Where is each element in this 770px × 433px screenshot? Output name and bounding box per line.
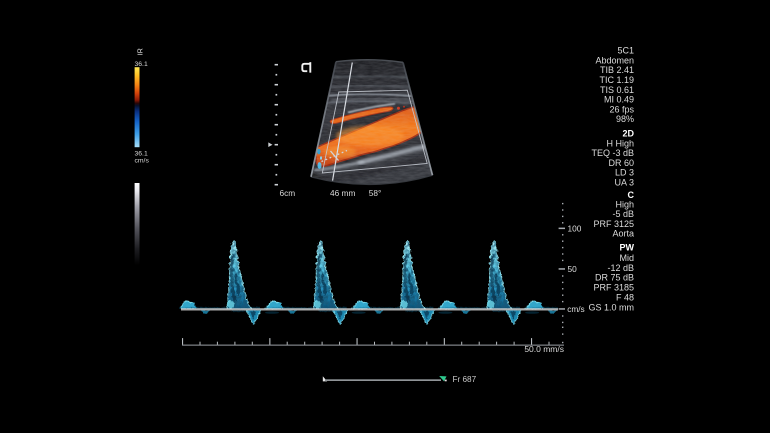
svg-text:50: 50 [568, 264, 578, 274]
svg-text:TEQ -3 dB: TEQ -3 dB [591, 148, 634, 158]
svg-text:26 fps: 26 fps [609, 104, 634, 114]
svg-text:36.1: 36.1 [135, 151, 148, 158]
svg-text:F 48: F 48 [616, 293, 634, 303]
svg-text:36.1: 36.1 [135, 61, 148, 68]
svg-text:6cm: 6cm [280, 188, 296, 198]
svg-text:Mid: Mid [619, 253, 634, 263]
svg-text:5C1: 5C1 [617, 46, 634, 56]
svg-text:IR: IR [138, 48, 145, 55]
svg-text:PRF 3125: PRF 3125 [593, 219, 634, 229]
svg-text:98%: 98% [616, 114, 634, 124]
svg-text:46 mm: 46 mm [330, 188, 355, 198]
svg-text:Aorta: Aorta [612, 229, 634, 239]
svg-text:-12 dB: -12 dB [607, 263, 634, 273]
svg-text:cm/s: cm/s [135, 158, 150, 165]
svg-text:Abdomen: Abdomen [595, 55, 634, 65]
svg-text:-5 dB: -5 dB [612, 209, 634, 219]
svg-text:High: High [615, 200, 634, 210]
svg-text:Fr 687: Fr 687 [453, 375, 477, 384]
svg-text:TIB 2.41: TIB 2.41 [600, 65, 634, 75]
svg-text:GS 1.0 mm: GS 1.0 mm [588, 303, 634, 313]
svg-text:C: C [628, 190, 635, 200]
svg-text:TIC 1.19: TIC 1.19 [599, 75, 634, 85]
svg-text:DR 75 dB: DR 75 dB [595, 273, 634, 283]
svg-text:UA 3: UA 3 [614, 178, 634, 188]
svg-text:H High: H High [606, 138, 634, 148]
svg-text:2D: 2D [622, 128, 634, 138]
svg-text:PRF 3185: PRF 3185 [593, 283, 634, 293]
svg-text:cm/s: cm/s [567, 304, 585, 314]
svg-text:100: 100 [568, 223, 582, 233]
svg-text:TIS 0.61: TIS 0.61 [600, 85, 634, 95]
svg-text:LD 3: LD 3 [615, 168, 634, 178]
svg-text:50.0 mm/s: 50.0 mm/s [524, 344, 564, 354]
svg-text:MI 0.49: MI 0.49 [604, 95, 634, 105]
svg-text:58°: 58° [369, 188, 382, 198]
svg-text:PW: PW [620, 243, 635, 253]
svg-text:DR 60: DR 60 [608, 158, 634, 168]
